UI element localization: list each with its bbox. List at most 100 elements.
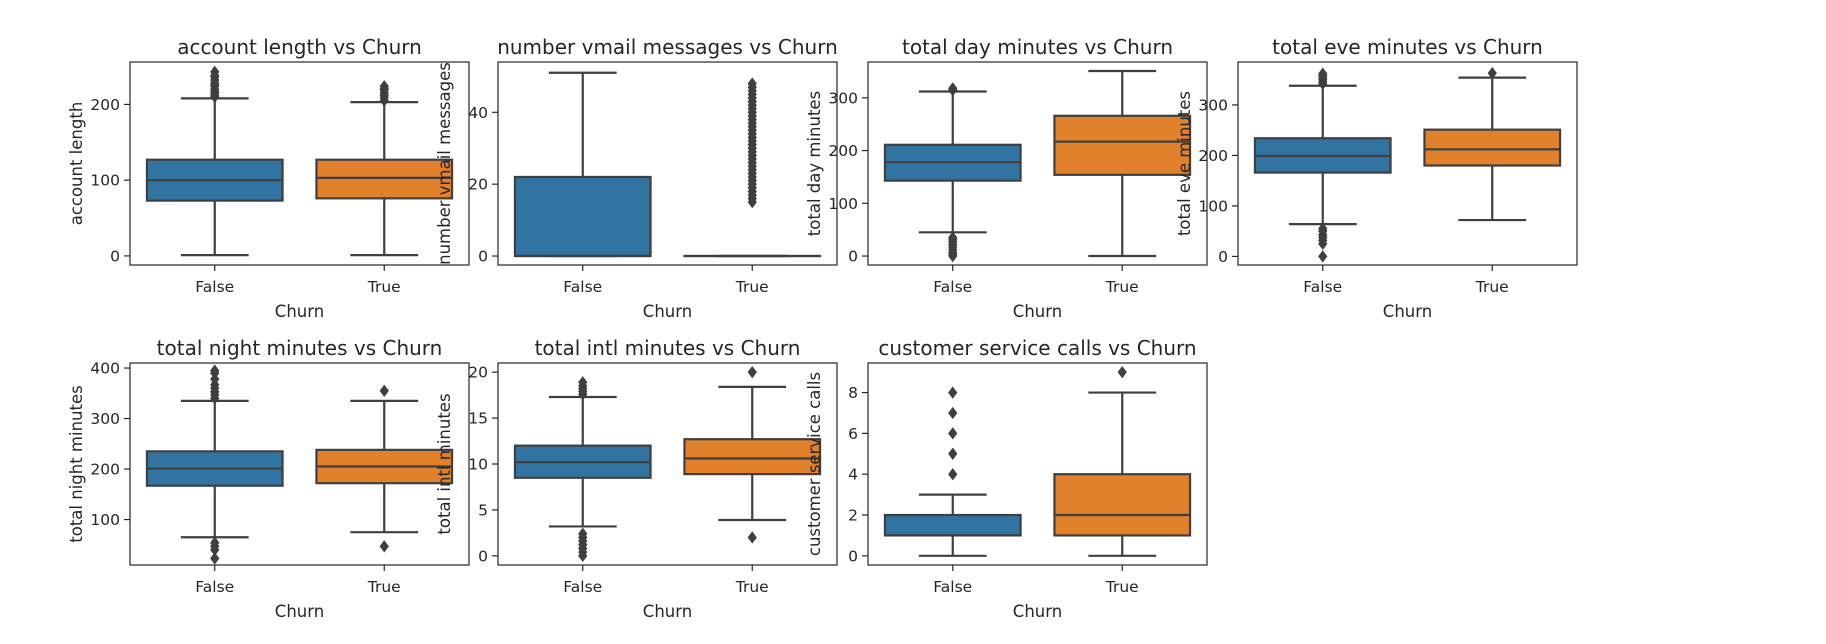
y-axis-label: total day minutes	[805, 91, 824, 236]
x-axis-label: Churn	[275, 302, 324, 321]
box-true: True	[684, 367, 820, 596]
chart-panel-7: customer service calls vs Churn 0 2 4 6 8 cust…	[805, 336, 1207, 621]
x-tick-label: True	[735, 278, 769, 296]
iqr-box	[684, 439, 820, 474]
chart-title: customer service calls vs Churn	[878, 336, 1196, 360]
outlier-point	[380, 541, 388, 552]
y-tick-label: 200	[1198, 147, 1228, 165]
y-tick-label: 40	[468, 104, 488, 122]
box-true: True	[1424, 68, 1560, 296]
y-tick-label: 2	[848, 507, 858, 525]
x-tick-label: False	[195, 278, 234, 296]
y-tick-label: 300	[828, 89, 858, 107]
iqr-box	[1054, 474, 1190, 535]
box-true: True	[316, 385, 452, 596]
chart-title: account length vs Churn	[177, 35, 422, 59]
x-tick-label: False	[933, 578, 972, 596]
outlier-point	[949, 448, 957, 459]
chart-title: total night minutes vs Churn	[157, 336, 443, 360]
y-tick-label: 100	[90, 172, 120, 190]
y-tick-label: 10	[468, 456, 488, 474]
y-tick-label: 100	[828, 195, 858, 213]
y-tick-label: 0	[478, 547, 488, 565]
outlier-point	[949, 469, 957, 480]
chart-title: total intl minutes vs Churn	[535, 336, 801, 360]
outlier-point	[949, 407, 957, 418]
y-tick-label: 0	[1218, 248, 1228, 266]
x-tick-label: True	[1475, 278, 1509, 296]
y-tick-label: 200	[90, 96, 120, 114]
box-false: False	[885, 83, 1021, 296]
iqr-box	[515, 177, 651, 256]
y-tick-label: 5	[478, 501, 488, 519]
outlier-point	[380, 385, 388, 396]
y-tick-label: 15	[468, 410, 488, 428]
y-tick-label: 200	[90, 461, 120, 479]
y-tick-label: 200	[828, 142, 858, 160]
y-tick-label: 0	[110, 247, 120, 265]
y-tick-label: 6	[848, 425, 858, 443]
iqr-box	[885, 515, 1021, 535]
x-tick-label: False	[195, 578, 234, 596]
y-tick-label: 0	[848, 547, 858, 565]
chart-panel-5: total night minutes vs Churn 100 200 300 400…	[67, 336, 469, 621]
outlier-point	[949, 428, 957, 439]
y-axis-label: total night minutes	[67, 385, 86, 542]
y-tick-label: 20	[468, 364, 488, 382]
x-axis-label: Churn	[1383, 302, 1432, 321]
x-tick-label: True	[367, 278, 401, 296]
x-tick-label: False	[1303, 278, 1342, 296]
outlier-point	[748, 367, 756, 378]
outlier-point	[1319, 251, 1327, 262]
x-tick-label: False	[933, 278, 972, 296]
x-tick-label: False	[563, 578, 602, 596]
outlier-point	[748, 532, 756, 543]
chart-panel-3: total day minutes vs Churn0100200300tota…	[805, 35, 1207, 321]
box-true: True	[316, 81, 452, 296]
y-axis-label: customer service calls	[805, 372, 824, 556]
box-false: False	[1255, 68, 1391, 296]
x-axis-label: Churn	[643, 302, 692, 321]
y-tick-label: 4	[848, 466, 858, 484]
chart-panel-2: number vmail messages vs Churn 0 20 40 numbe…	[435, 35, 838, 321]
y-tick-label: 300	[1198, 96, 1228, 114]
y-tick-label: 0	[478, 248, 488, 266]
y-tick-label: 8	[848, 384, 858, 402]
x-tick-label: True	[735, 578, 769, 596]
iqr-box	[1054, 116, 1190, 175]
x-axis-label: Churn	[1013, 602, 1062, 621]
x-tick-label: True	[1105, 278, 1139, 296]
box-true: True	[1054, 71, 1190, 296]
x-tick-label: True	[367, 578, 401, 596]
chart-panel-6: total intl minutes vs Churn 0 5 10 15 20 total…	[435, 336, 837, 621]
box-false: False	[147, 66, 283, 296]
y-axis-label: total eve minutes	[1175, 91, 1194, 236]
outlier-point	[949, 387, 957, 398]
y-axis-label: number vmail messages	[435, 62, 454, 265]
y-tick-label: 20	[468, 176, 488, 194]
chart-title: number vmail messages vs Churn	[497, 35, 838, 59]
y-axis-label: account length	[67, 102, 86, 226]
chart-panel-4: total eve minutes vs Churn 0 100 200 300tota…	[1175, 35, 1577, 321]
chart-title: total day minutes vs Churn	[902, 35, 1173, 59]
y-tick-label: 300	[90, 410, 120, 428]
iqr-box	[1424, 130, 1560, 166]
box-false: False	[515, 377, 651, 596]
y-tick-label: 400	[90, 360, 120, 378]
box-false: False	[147, 365, 283, 596]
x-axis-label: Churn	[643, 602, 692, 621]
x-axis-label: Churn	[275, 602, 324, 621]
box-false: False	[515, 73, 651, 296]
chart-title: total eve minutes vs Churn	[1272, 35, 1543, 59]
y-axis-label: total intl minutes	[435, 393, 454, 534]
y-tick-label: 100	[90, 511, 120, 529]
x-axis-label: Churn	[1013, 302, 1062, 321]
iqr-box	[316, 160, 452, 199]
y-tick-label: 0	[848, 248, 858, 266]
box-true: True	[1054, 367, 1190, 596]
x-tick-label: False	[563, 278, 602, 296]
y-tick-label: 100	[1198, 197, 1228, 215]
